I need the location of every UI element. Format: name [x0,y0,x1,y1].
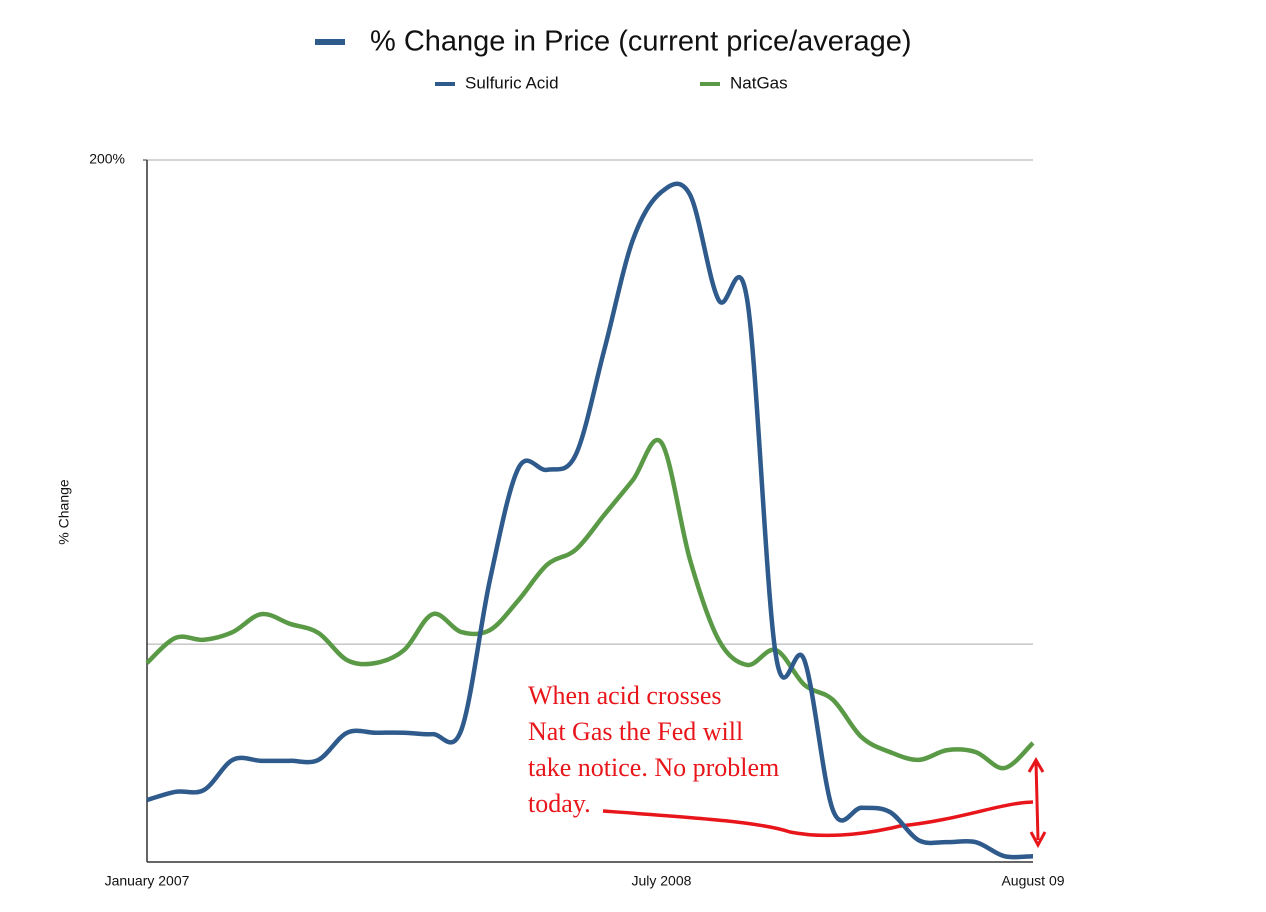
annotation: today. [528,789,591,818]
annotation: take notice. No problem [528,753,779,782]
legend-label: Sulfuric Acid [465,73,559,92]
x-tick-label: August 09 [1001,873,1064,889]
hand-drawn-line [602,800,1034,838]
x-tick-label: January 2007 [105,873,190,889]
y-tick-label: 200% [89,151,125,167]
hand-drawn-arrow [1027,757,1047,849]
annotation: Nat Gas the Fed will [528,717,743,746]
annotation: When acid crosses [528,681,721,710]
legend-label: NatGas [730,73,788,92]
y-axis-label: % Change [56,479,72,545]
chart-title: % Change in Price (current price/average… [370,26,912,58]
series-line [146,181,1034,860]
x-tick-label: July 2008 [631,873,691,889]
series-line [145,437,1035,771]
